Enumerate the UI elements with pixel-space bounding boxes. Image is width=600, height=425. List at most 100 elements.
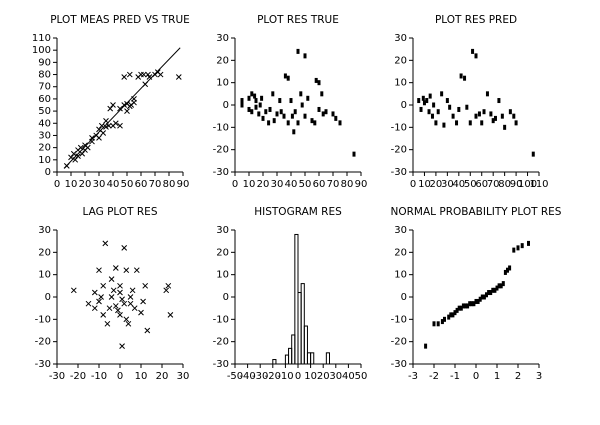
point xyxy=(300,102,304,108)
point xyxy=(96,267,102,274)
point xyxy=(499,283,503,289)
point xyxy=(260,95,264,101)
x-tick-label: 90 xyxy=(510,179,523,190)
y-tick-label: 10 xyxy=(216,270,229,281)
y-tick-label: 10 xyxy=(394,270,407,281)
y-tick-label: 10 xyxy=(394,78,407,89)
point xyxy=(443,316,446,322)
chart-title: PLOT RES TRUE xyxy=(257,14,339,26)
point xyxy=(100,312,107,318)
point xyxy=(264,109,268,115)
y-tick-label: 30 xyxy=(38,225,51,236)
point xyxy=(117,282,123,289)
point xyxy=(261,115,265,121)
point xyxy=(476,298,480,304)
point xyxy=(283,73,287,79)
y-tick-label: 70 xyxy=(38,82,51,93)
point xyxy=(275,111,279,117)
point xyxy=(470,301,474,307)
x-tick-label: -2 xyxy=(429,371,439,382)
point xyxy=(480,120,484,126)
y-tick-label: -10 xyxy=(35,314,51,325)
point xyxy=(434,120,438,126)
point xyxy=(267,120,271,126)
point xyxy=(428,93,432,99)
x-tick-label: -10 xyxy=(91,371,107,382)
point xyxy=(320,91,324,97)
point xyxy=(254,98,258,104)
point xyxy=(258,102,262,108)
y-tick-label: 60 xyxy=(38,94,51,105)
point xyxy=(100,130,107,136)
point xyxy=(121,74,128,80)
point xyxy=(278,98,282,104)
point xyxy=(512,247,516,253)
point xyxy=(466,303,470,309)
x-tick-label: 30 xyxy=(271,179,284,190)
point xyxy=(520,243,524,249)
point xyxy=(497,283,501,289)
x-tick-label: -10 xyxy=(277,371,293,382)
y-tick-label: 0 xyxy=(223,292,229,303)
y-tick-label: -30 xyxy=(35,359,51,370)
x-tick-label: 80 xyxy=(163,179,176,190)
point xyxy=(112,120,119,127)
point xyxy=(508,265,512,271)
point xyxy=(432,102,436,108)
point xyxy=(165,282,172,289)
point xyxy=(512,113,516,119)
point xyxy=(286,120,290,126)
point xyxy=(331,111,335,117)
point xyxy=(451,113,455,119)
x-tick-label: 50 xyxy=(299,179,312,190)
point xyxy=(140,71,147,78)
point xyxy=(472,301,476,307)
point xyxy=(253,93,257,99)
y-tick-label: -10 xyxy=(213,122,229,133)
y-tick-label: -30 xyxy=(391,359,407,370)
point xyxy=(96,298,102,305)
point xyxy=(257,111,261,117)
point xyxy=(129,287,136,294)
point xyxy=(290,113,294,119)
x-tick-label: 40 xyxy=(452,179,465,190)
point xyxy=(352,151,356,157)
x-tick-label: 60 xyxy=(135,179,148,190)
point xyxy=(108,276,115,282)
point xyxy=(432,321,436,327)
y-tick-label: 10 xyxy=(38,155,51,166)
point xyxy=(321,111,325,117)
point xyxy=(514,120,518,126)
x-tick-label: 80 xyxy=(341,179,354,190)
y-tick-label: 30 xyxy=(38,130,51,141)
y-tick-label: 20 xyxy=(38,247,51,258)
point xyxy=(310,118,314,124)
point xyxy=(96,135,102,141)
point xyxy=(508,109,512,115)
point xyxy=(119,343,125,349)
point xyxy=(457,106,461,112)
point xyxy=(455,307,459,313)
x-tick-label: 40 xyxy=(107,179,120,190)
point xyxy=(491,287,495,293)
point xyxy=(317,106,321,112)
point xyxy=(459,305,463,311)
point xyxy=(422,100,426,106)
point xyxy=(240,98,244,104)
point xyxy=(497,98,501,104)
x-tick-label: 50 xyxy=(355,371,368,382)
point xyxy=(144,327,151,334)
point xyxy=(468,120,472,126)
x-tick-label: 30 xyxy=(177,371,190,382)
point xyxy=(516,245,520,251)
point xyxy=(436,109,440,115)
point xyxy=(448,104,452,110)
y-tick-label: -20 xyxy=(391,337,407,348)
y-tick-label: 30 xyxy=(216,33,229,44)
point xyxy=(314,77,318,83)
point xyxy=(110,287,117,294)
point xyxy=(440,319,444,325)
point xyxy=(457,305,461,311)
point xyxy=(268,106,272,112)
point xyxy=(146,74,153,80)
